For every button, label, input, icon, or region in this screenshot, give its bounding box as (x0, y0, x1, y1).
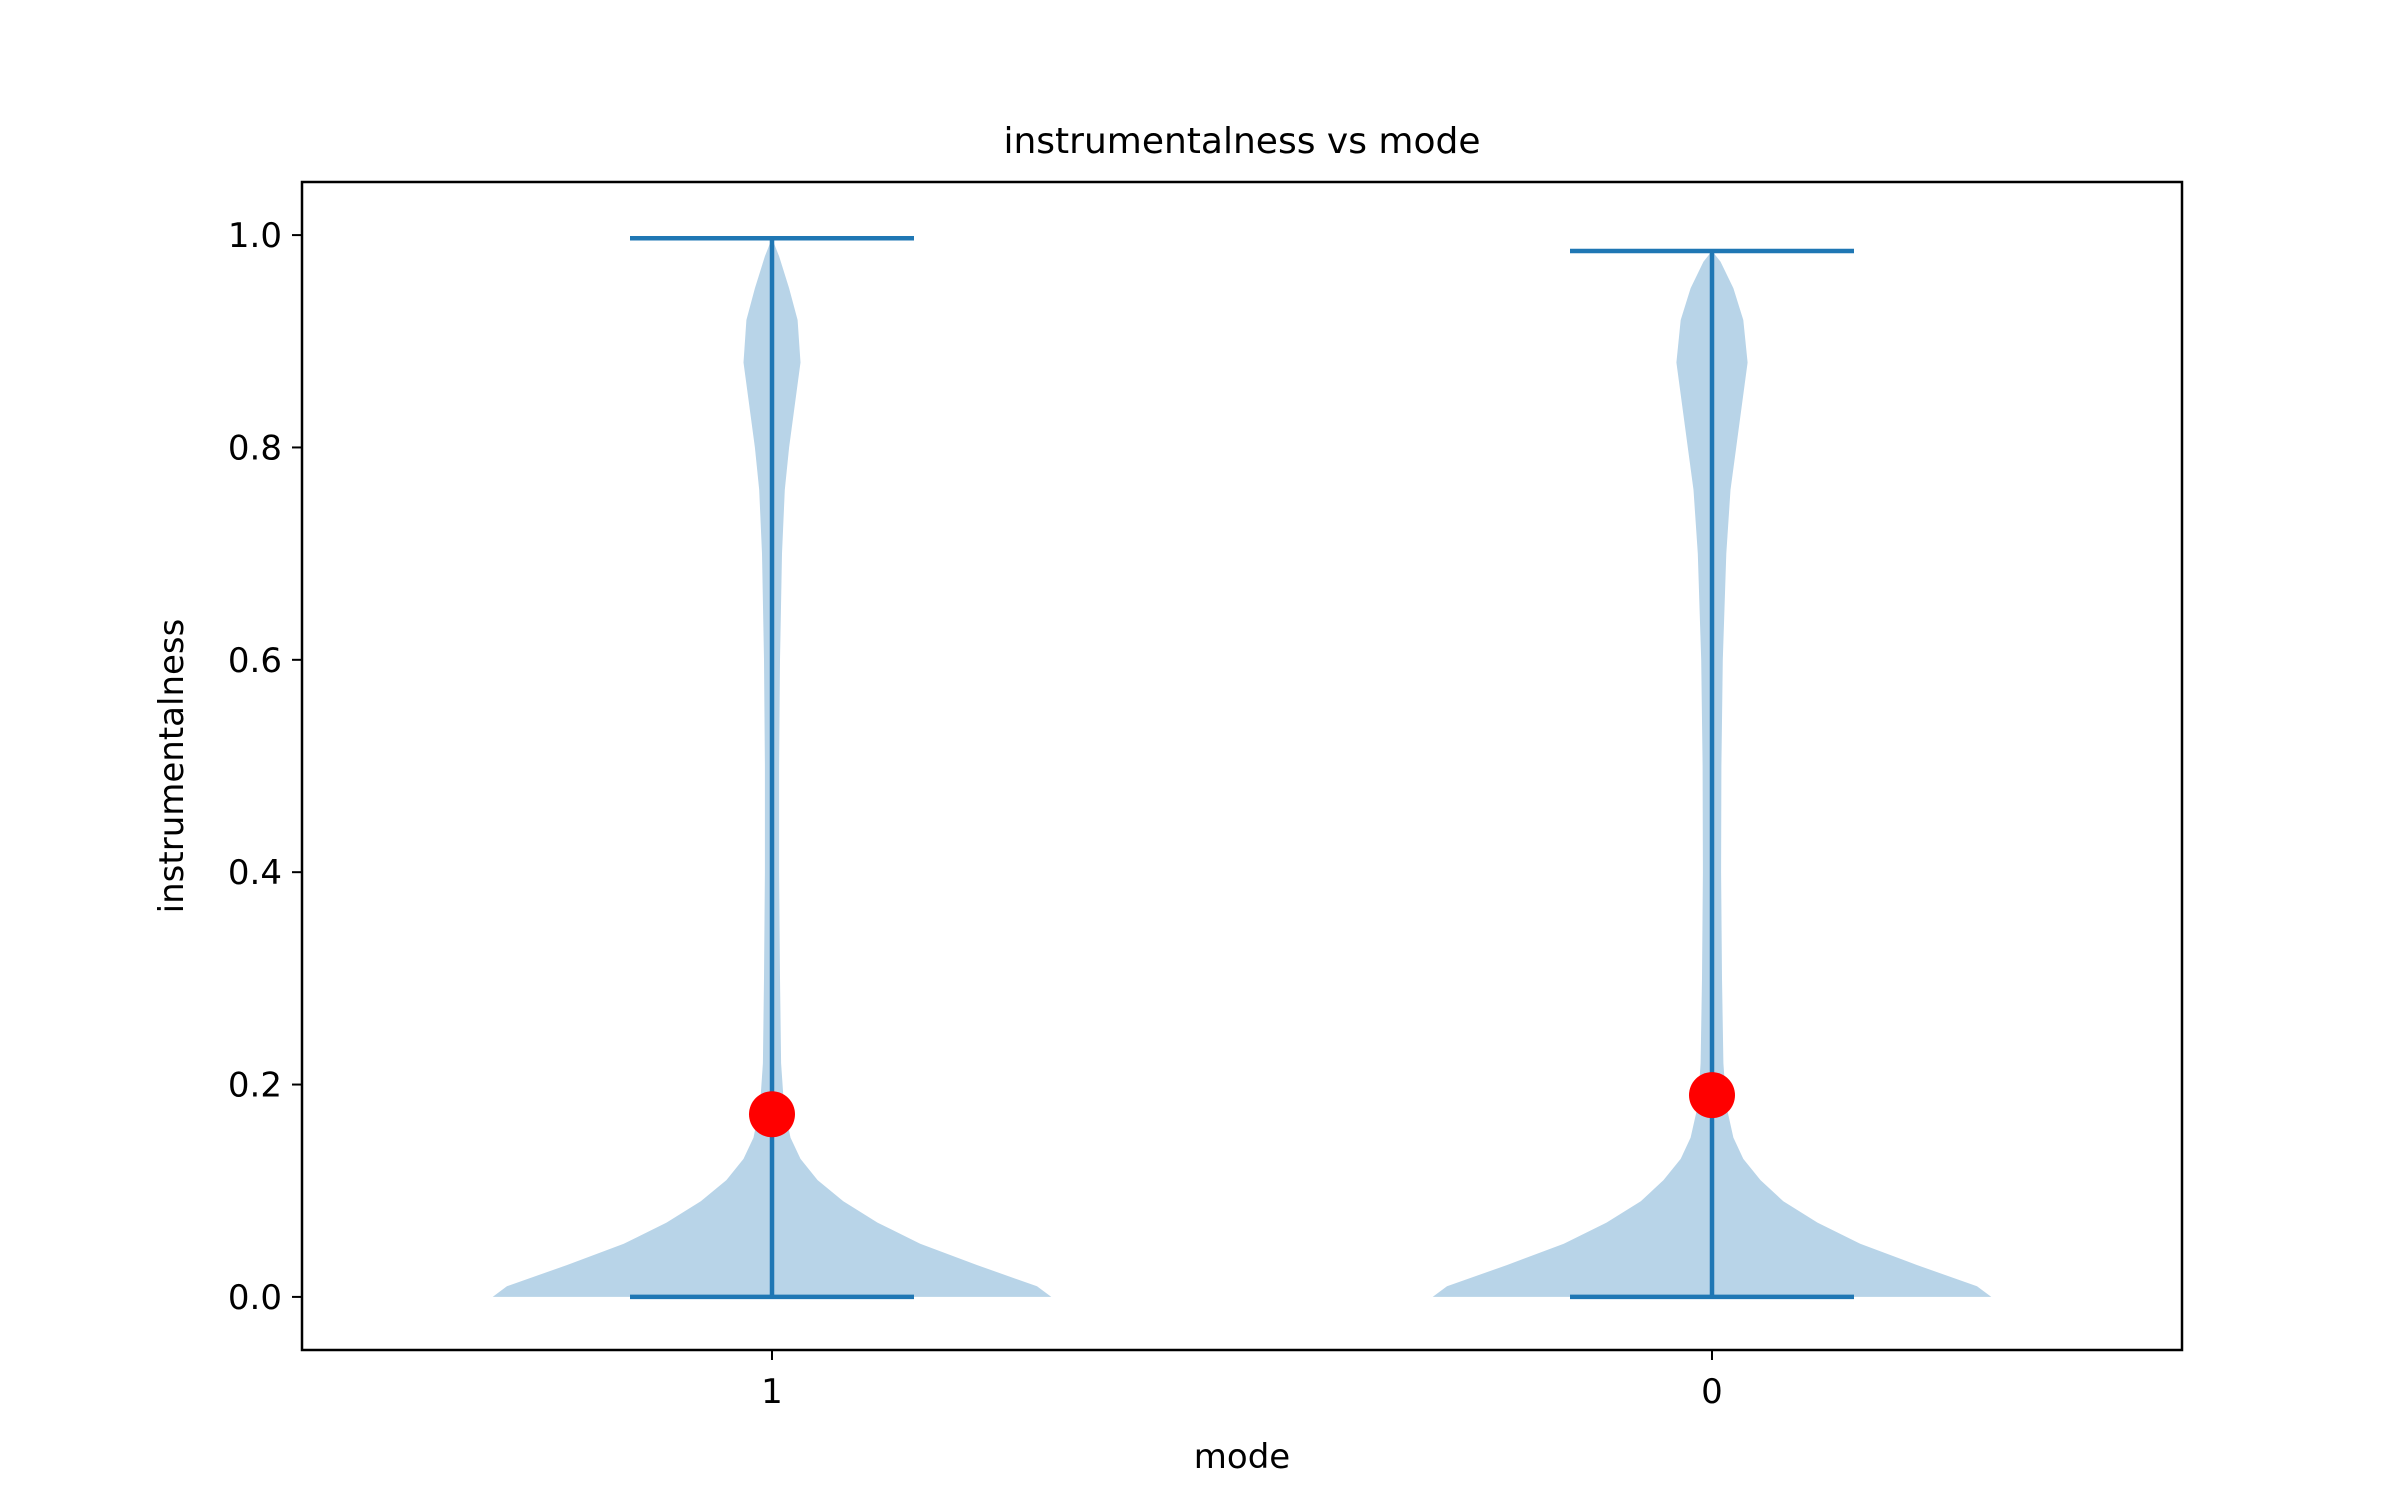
chart-title: instrumentalness vs mode (1003, 121, 1480, 162)
mean-marker-0 (1689, 1072, 1735, 1119)
axes-frame (300, 180, 2184, 1352)
x-tick-label-1: 1 (761, 1372, 783, 1412)
y-tick-label-0: 0.0 (228, 1278, 282, 1318)
y-tick-label-5: 1.0 (228, 216, 282, 256)
x-axis-label: mode (1194, 1437, 1290, 1477)
y-axis-label: instrumentalness (152, 619, 192, 914)
x-tick-label-0: 0 (1701, 1372, 1723, 1412)
y-tick-label-4: 0.8 (228, 428, 282, 468)
plot-area (492, 236, 1992, 1300)
y-tick-label-1: 0.2 (228, 1066, 282, 1106)
axes: 1 0 0.0 0.2 0.4 0.6 0.8 1.0 (228, 216, 1723, 1412)
y-tick-label-2: 0.4 (228, 853, 282, 893)
y-tick-label-3: 0.6 (228, 641, 282, 681)
mean-marker-1 (749, 1091, 795, 1138)
